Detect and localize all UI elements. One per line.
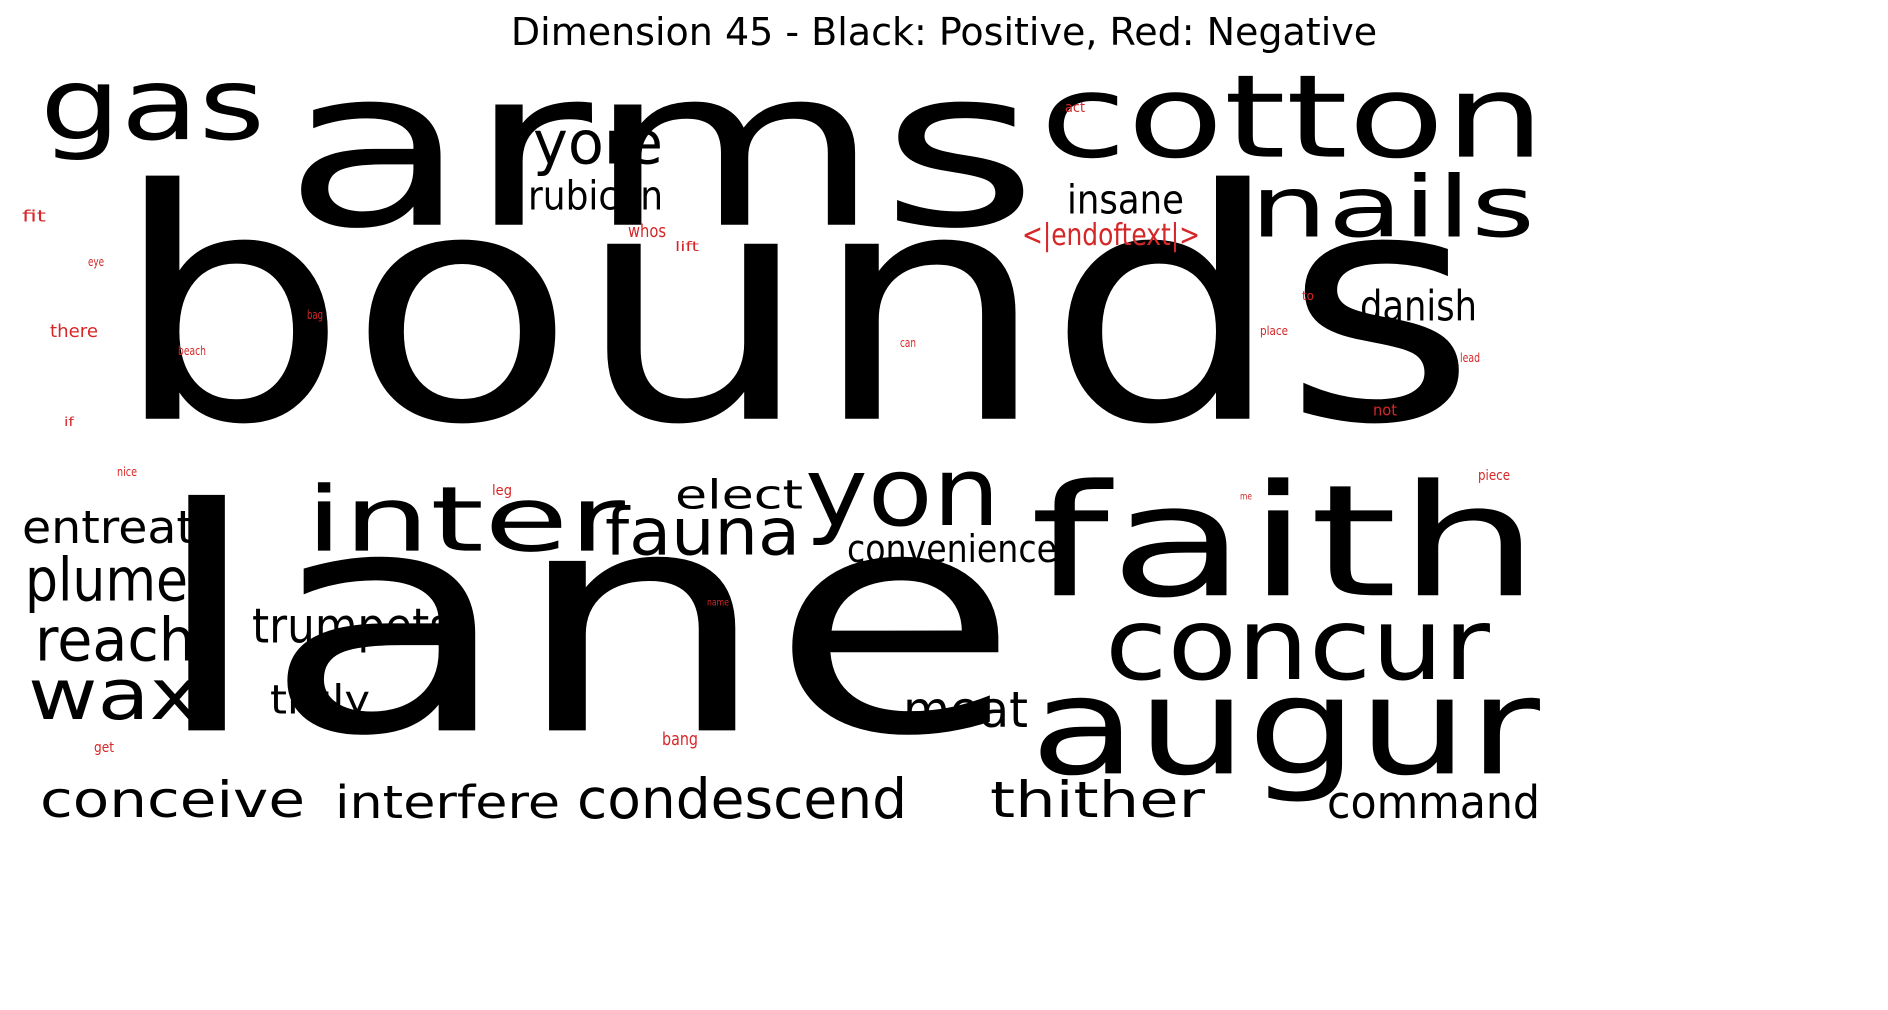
word-convenience: convenience	[847, 526, 1057, 572]
word-cotton: cotton	[1040, 49, 1545, 185]
word-concur: concur	[1105, 586, 1490, 703]
word-act: act	[1065, 98, 1085, 116]
word-nails: nails	[1250, 157, 1535, 257]
word-augur: augur	[1030, 647, 1540, 806]
word-leg: leg	[492, 481, 512, 499]
word-wax: wax	[28, 653, 200, 736]
word-danish: danish	[1360, 281, 1477, 331]
word-there: there	[50, 320, 98, 342]
word-nice: nice	[117, 464, 137, 479]
word-lead: lead	[1460, 350, 1480, 365]
word-faith: faith	[1030, 451, 1540, 633]
word-plume: plume	[25, 544, 188, 615]
word-whos: whos	[628, 220, 666, 242]
word-not: not	[1373, 400, 1397, 420]
word-entreat: entreat	[22, 500, 195, 554]
word-trumpets: trumpets	[252, 597, 452, 654]
word-yore: yore	[533, 107, 663, 178]
word-piece: piece	[1478, 466, 1510, 484]
word-can: can	[900, 335, 916, 350]
word-beach: beach	[178, 343, 206, 358]
word-rubicon: rubicon	[528, 172, 663, 220]
word-get: get	[94, 738, 114, 756]
word-name: name	[707, 596, 729, 608]
word-thither: thither	[990, 770, 1205, 829]
word-truly: truly	[270, 676, 370, 724]
word-elect: elect	[675, 471, 803, 519]
word-me: me	[1240, 490, 1252, 502]
word-gas: gas	[40, 46, 265, 163]
word-meat: meat	[903, 680, 1028, 739]
word-condescend: condescend	[577, 767, 907, 832]
word-bang: bang	[662, 728, 698, 750]
word-bag: bag	[307, 307, 323, 322]
word-if: if	[64, 414, 74, 429]
chart-title: Dimension 45 - Black: Positive, Red: Neg…	[510, 10, 1378, 54]
word-endoftext: <|endoftext|>	[1022, 217, 1200, 253]
word-insane: insane	[1067, 176, 1184, 224]
word-lift: lift	[675, 238, 699, 255]
word-fit: fit	[22, 206, 46, 226]
word-fauna: fauna	[605, 494, 800, 571]
word-command: command	[1327, 775, 1540, 829]
word-bounds: bounds	[112, 121, 1477, 496]
word-yon: yon	[805, 436, 1000, 548]
word-reach: reach	[35, 604, 195, 675]
word-eye: eye	[88, 254, 104, 269]
word-lane: lane	[150, 442, 1020, 805]
word-place: place	[1260, 323, 1288, 338]
word-conceive: conceive	[40, 770, 305, 829]
word-interfere: interfere	[335, 775, 560, 829]
word-inter: inter	[305, 466, 625, 573]
word-to: to	[1302, 288, 1314, 303]
word-arms: arms	[283, 20, 1038, 278]
